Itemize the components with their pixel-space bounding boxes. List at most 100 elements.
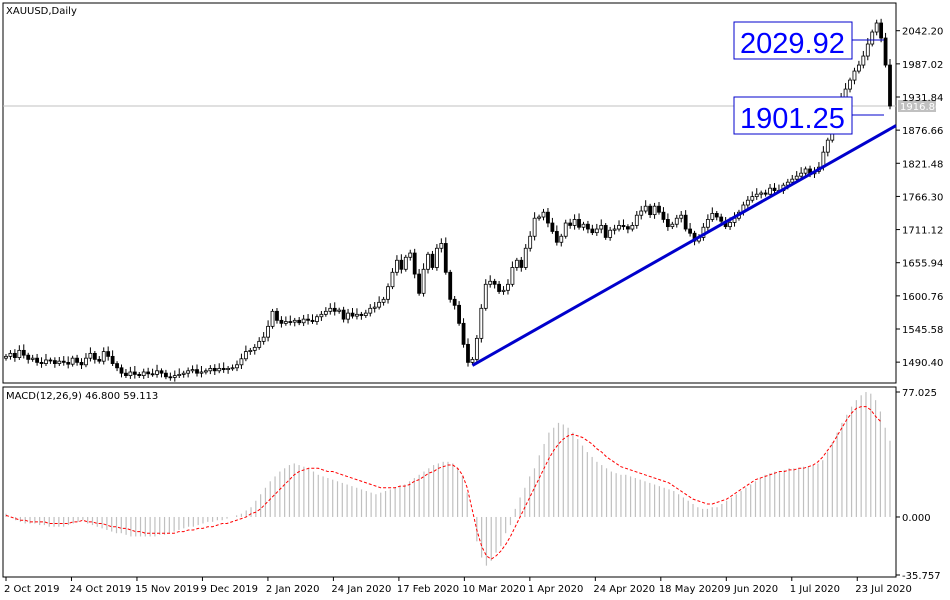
candle-body [710,213,715,220]
candle-body [790,178,795,183]
candle-body [172,375,177,378]
price-tick-label: 1545.58 [902,325,943,336]
candle [470,356,475,365]
candle-body [177,373,182,376]
candle [97,356,102,364]
candle-body [292,319,297,323]
candle [665,213,670,231]
candle-body [395,259,399,273]
candle-body [794,175,799,180]
candle [275,308,279,324]
candle-body [661,211,666,220]
candle [177,368,182,378]
candle-body [883,37,888,66]
candle-body [61,360,66,363]
candle-body [488,280,493,285]
candle-body [275,310,279,321]
candle [426,251,430,274]
candle-body [501,289,506,292]
candle [883,32,888,68]
trendline [471,124,897,367]
candle-body [652,205,657,216]
candle [803,166,808,176]
candle [221,362,226,373]
candle [421,263,426,297]
candle-body [430,253,435,268]
candle [492,278,497,289]
candle-body [150,373,155,376]
candle-body [181,372,186,375]
candle-body [92,352,97,360]
macd-tick-label: 77.025 [902,388,937,399]
candle-body [688,228,693,234]
candle-body [155,370,159,375]
candle-body [101,351,106,362]
candle [363,309,368,318]
candle [745,196,750,210]
candle [172,370,177,382]
candle-body [754,193,759,198]
candle-body [390,271,395,288]
candle [248,347,253,355]
candle [563,219,568,239]
candle-body [474,337,479,360]
candle [257,337,262,350]
candle-body [399,259,404,270]
svg-text:2029.92: 2029.92 [740,28,845,60]
candle [683,210,688,232]
candle-body [57,360,62,364]
candle [439,238,444,253]
candle-body [439,243,444,249]
candle-body [621,225,626,228]
candle [297,317,302,326]
candle [639,205,644,220]
candle [448,269,453,303]
candle-body [26,354,31,360]
candle-body [581,223,586,228]
candle-body [186,370,191,374]
time-tick-label: 2 Oct 2019 [4,584,59,595]
candle-body [750,196,755,201]
candle-body [75,357,79,363]
candle-body [4,355,8,359]
candle-body [825,139,830,153]
candle [17,345,22,360]
candle [523,244,528,270]
current-price-label-box [898,100,936,112]
candle [643,200,648,214]
candle [479,304,484,343]
candle-body [639,210,644,216]
candle-body [590,228,595,234]
candle-body [705,219,710,228]
candle-body [448,271,453,300]
candle [501,286,506,295]
price-tick-label: 1600.76 [902,292,943,303]
candle-body [497,283,501,292]
candle-body [110,355,115,364]
candle [346,308,350,324]
candle [652,202,657,219]
candle [541,208,546,221]
candle [146,367,151,378]
candle [657,202,661,215]
candle-body [195,369,199,374]
candle-body [612,228,617,231]
candle [30,354,35,362]
candle-body [452,298,457,306]
candle [670,221,675,230]
candle-body [417,273,422,294]
candle [283,316,288,326]
candle [381,296,386,306]
candle-body [239,358,244,366]
candle [590,224,595,236]
macd-signal-line [5,406,881,560]
candle-body [141,371,146,376]
candle-body [217,367,222,372]
candle-body [372,306,377,309]
candle [21,344,26,359]
candle [412,248,417,279]
candle [674,214,679,228]
time-tick-label: 1 Apr 2020 [528,584,583,595]
candle [150,368,155,377]
